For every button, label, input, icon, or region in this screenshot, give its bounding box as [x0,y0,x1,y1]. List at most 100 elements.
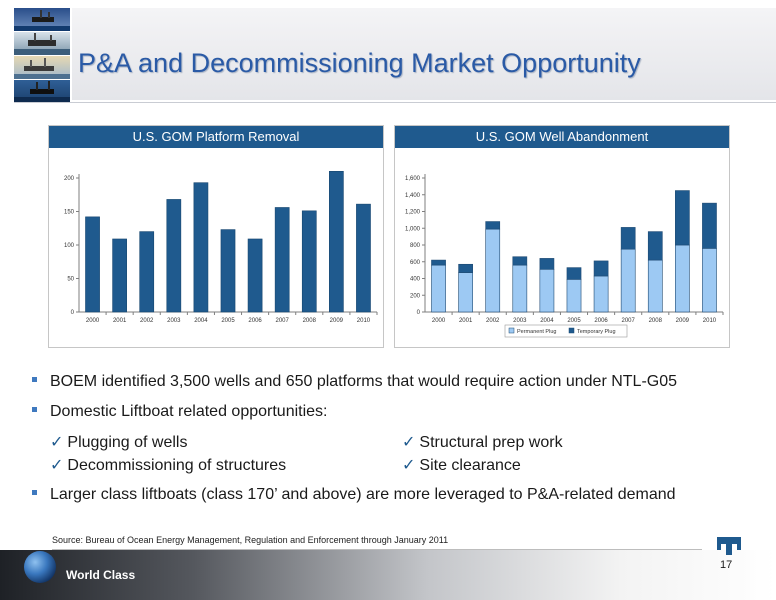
bullet-square-icon [32,407,37,413]
y-tick-label: 200 [64,176,75,182]
legend-swatch [568,327,575,334]
y-tick-label: 100 [64,243,75,249]
checklist-text: Structural prep work [419,434,563,451]
platform-removal-chart: 0 50 100 150 200 2000 2001 2002 2003 2004 2005 2006… [64,170,378,324]
page-number: 17 [720,559,733,571]
bar-segment [485,228,501,313]
checkmark-icon: ✓ [402,434,416,451]
bar [85,216,100,313]
y-tick-label: 600 [410,260,421,266]
x-tick-label: 2001 [113,318,127,324]
bar [356,203,371,313]
x-tick-label: 2008 [649,318,663,324]
bar-segment [485,221,501,230]
x-tick-label: 2008 [303,318,317,324]
x-tick-label: 2009 [676,318,690,324]
bar-segment [647,231,663,261]
checklist-item: ✓ Plugging of wells [50,432,187,452]
bar [220,229,236,313]
company-logo-icon [717,537,741,555]
source-divider [52,549,702,550]
checkmark-icon: ✓ [402,457,416,474]
legend-box [504,324,628,338]
x-tick-label: 2010 [357,318,371,324]
bar [301,210,317,313]
checklist-text: Decommissioning of structures [67,457,287,474]
platform-removal-chart-panel: U.S. GOM Platform Removal 0 50 100 150 200 20… [48,125,384,348]
bullet-item: Domestic Liftboat related opportunities: [32,403,327,421]
footer-tagline: World Class [66,568,136,582]
y-tick-label: 150 [64,210,75,216]
chart-title-platform-removal: U.S. GOM Platform Removal [49,126,383,148]
x-tick-label: 2009 [330,318,344,324]
x-tick-label: 2001 [459,318,473,324]
x-tick-label: 2006 [594,318,608,324]
y-tick-label: 400 [410,277,421,283]
bar-segment [702,202,717,249]
x-tick-label: 2010 [703,318,717,324]
x-tick-label: 2006 [248,318,262,324]
checklist-item: ✓ Structural prep work [402,432,563,452]
well-abandonment-chart: 0 200 400 600 800 1,000 1,200 1,400 1,600 2000 200… [405,174,724,338]
bar-segment [593,275,609,313]
bar-segment [566,267,582,280]
x-tick-label: 2007 [622,318,636,324]
bar-segment [675,244,690,313]
bar-segment [620,227,636,250]
checkmark-icon: ✓ [50,457,64,474]
bullet-square-icon [32,490,37,496]
y-tick-label: 1,400 [405,193,421,199]
checklist-text: Plugging of wells [67,434,188,451]
bar [274,207,290,313]
checklist-text: Site clearance [419,457,521,474]
globe-icon [24,551,56,583]
y-tick-label: 1,000 [405,226,421,232]
x-tick-label: 2002 [486,318,500,324]
x-tick-label: 2003 [167,318,181,324]
checklist-item: ✓ Decommissioning of structures [50,455,286,475]
y-tick-label: 800 [410,243,421,249]
bar-segment [702,248,717,313]
bullet-text: BOEM identified 3,500 wells and 650 plat… [50,373,678,390]
x-tick-label: 2005 [567,318,581,324]
bar [166,199,182,313]
bar-segment [512,256,528,266]
bar-segment [647,259,663,313]
header-photo-strip [14,8,70,104]
x-tick-label: 2003 [513,318,527,324]
bar-segment [675,190,690,246]
well-abandonment-chart-panel: U.S. GOM Well Abandonment 0 200 400 600 800 1… [394,125,730,348]
bar-segment [620,248,636,313]
bar [139,231,155,313]
bar-segment [458,272,473,313]
bullet-square-icon [32,377,37,383]
chart-title-well-abandonment: U.S. GOM Well Abandonment [395,126,729,148]
y-tick-label: 50 [67,277,74,283]
bar [193,182,209,313]
legend-swatch [508,327,515,334]
rig-photo-3 [14,56,70,79]
footer-band [0,550,776,600]
x-tick-label: 2000 [86,318,100,324]
checkmark-icon: ✓ [50,434,64,451]
bar [112,238,127,313]
y-tick-label: 1,200 [405,210,421,216]
bullet-item: BOEM identified 3,500 wells and 650 plat… [32,373,677,391]
x-tick-label: 2004 [540,318,554,324]
checklist-item: ✓ Site clearance [402,455,521,475]
title-band [72,8,776,100]
bar-segment [566,279,582,313]
legend-label: Temporary Plug [577,329,616,335]
bar-segment [431,259,446,266]
x-tick-label: 2000 [432,318,446,324]
x-tick-label: 2002 [140,318,154,324]
y-tick-label: 0 [417,310,421,316]
bullet-text: Larger class liftboats (class 170’ and a… [50,486,676,503]
rig-photo-2 [14,32,70,55]
source-note: Source: Bureau of Ocean Energy Managemen… [52,535,449,545]
y-tick-label: 1,600 [405,176,421,182]
bar-segment [593,260,609,277]
bar [247,238,263,313]
bar [329,170,344,313]
legend-label: Permanent Plug [517,329,556,335]
